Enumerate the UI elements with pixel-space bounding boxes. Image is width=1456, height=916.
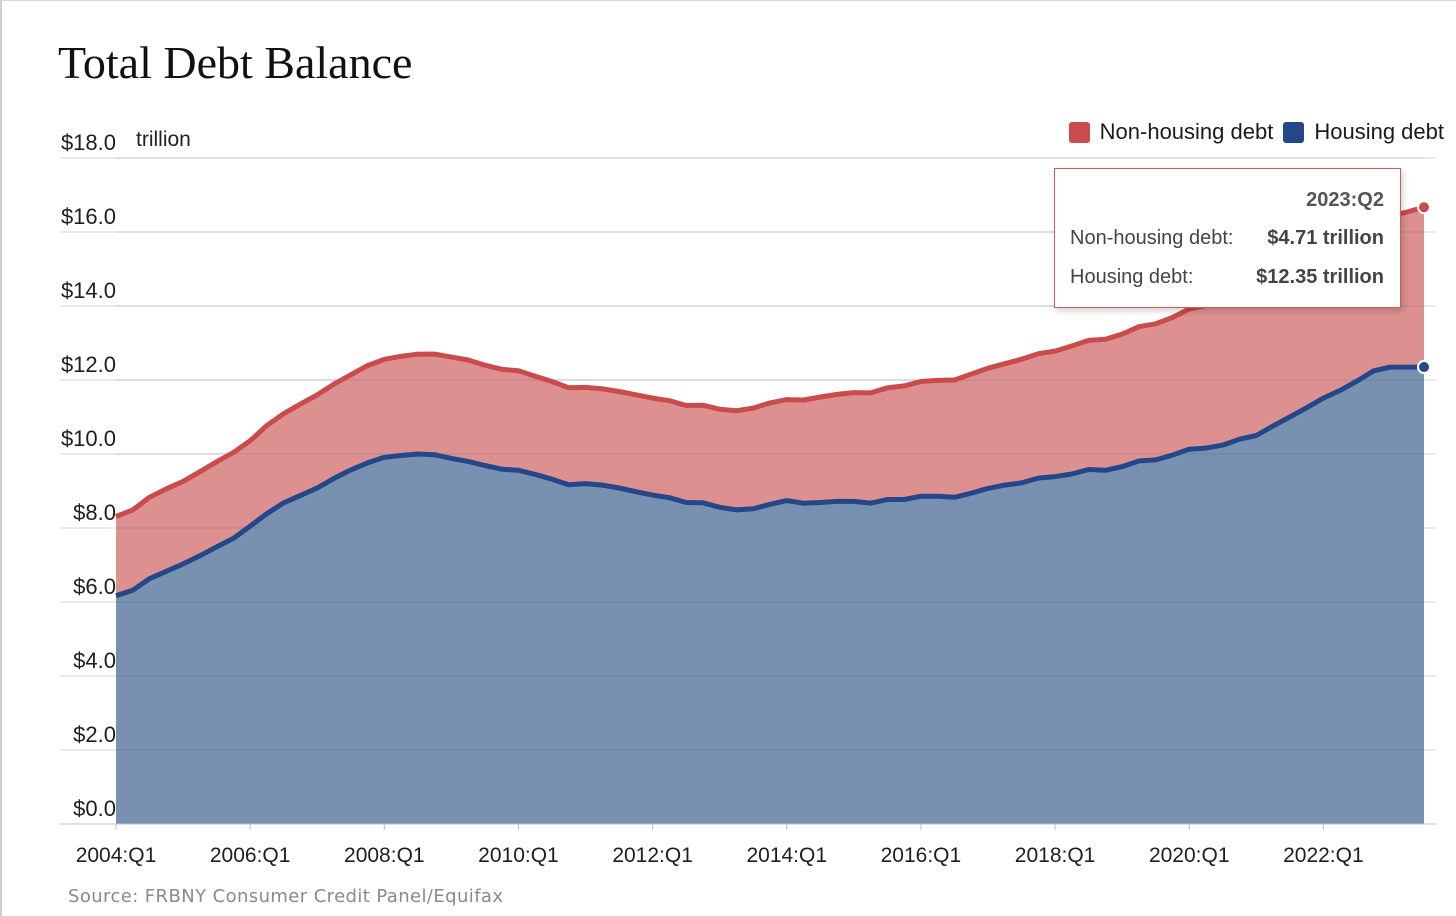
x-tick-label: 2012:Q1 (612, 844, 693, 867)
y-axis-unit: trillion (136, 128, 191, 151)
y-tick-label: $4.0 (73, 648, 116, 673)
y-tick-label: $2.0 (73, 722, 116, 747)
tooltip-value-non-housing: $4.71 trillion (1267, 227, 1384, 249)
y-tick-label: $12.0 (61, 352, 116, 377)
legend-label-non-housing: Non-housing debt (1099, 119, 1274, 144)
y-tick-label: $8.0 (73, 500, 116, 525)
source-note: Source: FRBNY Consumer Credit Panel/Equi… (68, 886, 504, 907)
tooltip-label-housing: Housing debt: (1070, 266, 1194, 288)
y-tick-label: $18.0 (61, 130, 116, 155)
y-tick-label: $14.0 (61, 278, 116, 303)
x-tick-label: 2016:Q1 (881, 844, 962, 867)
y-tick-label: $0.0 (73, 796, 116, 821)
x-tick-label: 2008:Q1 (344, 844, 425, 867)
area-non-housing (116, 207, 1424, 596)
legend-swatch-non-housing (1068, 121, 1090, 143)
marker-non-housing (1417, 200, 1431, 215)
tooltip-period: 2023:Q2 (1306, 189, 1384, 211)
legend-label-housing: Housing debt (1314, 119, 1444, 144)
legend-swatch-housing (1283, 121, 1305, 143)
line-housing (115, 364, 1424, 599)
chart-title: Total Debt Balance (58, 37, 413, 88)
marker-housing (1417, 360, 1431, 375)
x-tick-label: 2022:Q1 (1283, 844, 1364, 867)
legend-item-non-housing[interactable]: Non-housing debt (1068, 119, 1274, 145)
x-tick-label: 2014:Q1 (746, 844, 827, 867)
y-tick-label: $10.0 (61, 426, 116, 451)
legend-item-housing[interactable]: Housing debt (1283, 119, 1444, 145)
x-tick-label: 2006:Q1 (210, 844, 291, 867)
x-tick-label: 2020:Q1 (1149, 844, 1230, 867)
tooltip-row-non-housing: Non-housing debt: $4.71 trillion (1070, 227, 1384, 250)
legend: Non-housing debt Housing debt (1068, 119, 1444, 145)
tooltip-value-housing: $12.35 trillion (1256, 266, 1384, 288)
x-tick-label: 2010:Q1 (478, 844, 559, 867)
x-tick-label: 2004:Q1 (76, 844, 157, 867)
tooltip: 2023:Q2 Non-housing debt: $4.71 trillion… (1054, 168, 1401, 308)
y-tick-label: $6.0 (73, 574, 116, 599)
tooltip-label-non-housing: Non-housing debt: (1070, 227, 1234, 249)
x-tick-label: 2018:Q1 (1015, 844, 1096, 867)
area-housing (116, 367, 1424, 824)
y-tick-label: $16.0 (61, 204, 116, 229)
tooltip-row-housing: Housing debt: $12.35 trillion (1070, 266, 1384, 289)
